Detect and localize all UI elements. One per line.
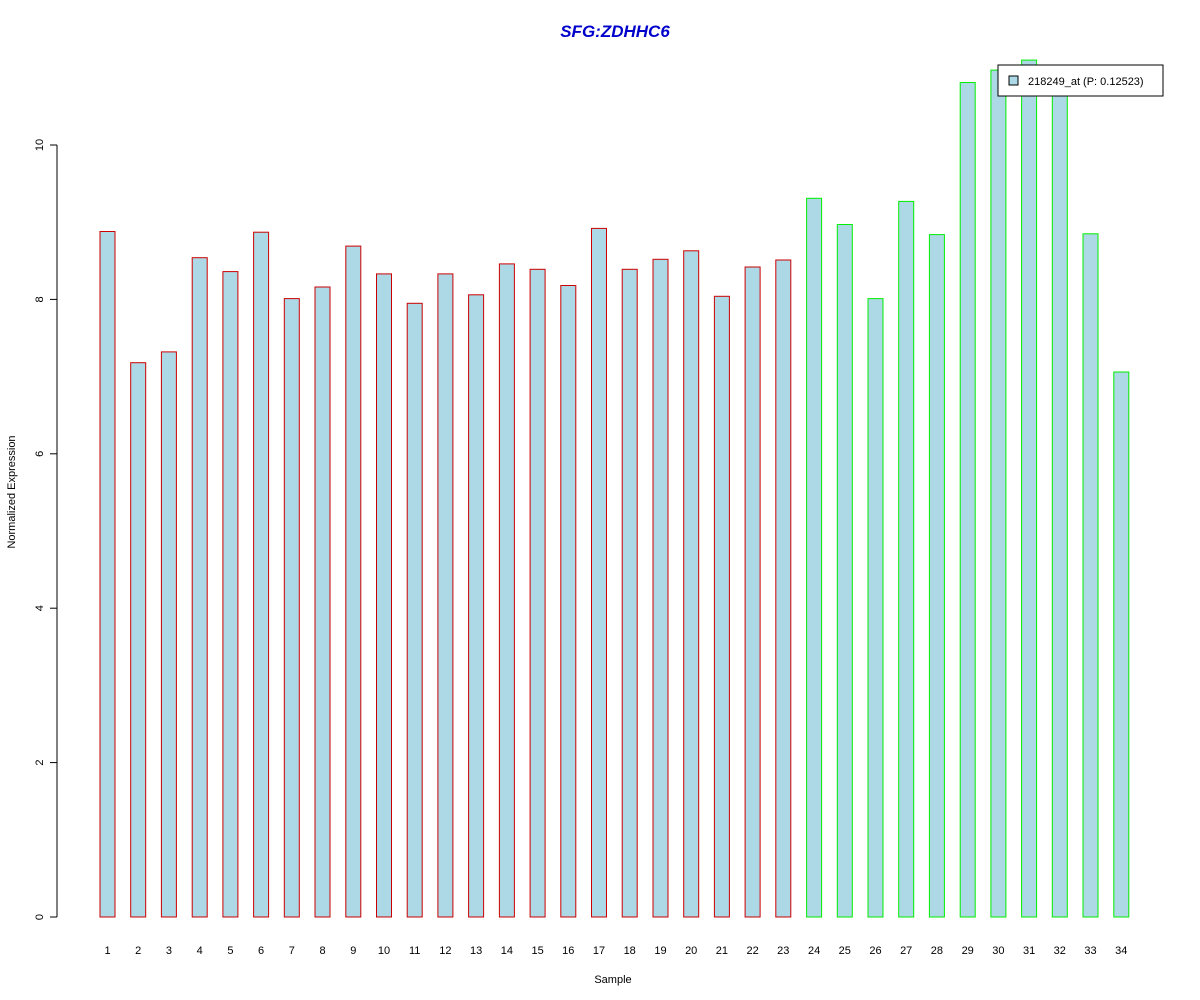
bar-sample-10 — [376, 273, 392, 918]
bar-sample-22 — [744, 266, 761, 918]
bar-sample-32 — [1051, 86, 1068, 918]
x-tick-label: 2 — [135, 945, 141, 957]
bar-sample-16 — [560, 285, 577, 918]
x-tick-label: 24 — [808, 945, 820, 957]
x-tick-label: 30 — [992, 945, 1004, 957]
x-tick-label: 34 — [1115, 945, 1127, 957]
bar-sample-26 — [867, 298, 884, 918]
x-tick-label: 1 — [104, 945, 110, 957]
x-tick-label: 9 — [350, 945, 356, 957]
bar-sample-25 — [836, 224, 853, 918]
x-tick-label: 10 — [378, 945, 390, 957]
x-tick-label: 7 — [289, 945, 295, 957]
x-tick-label: 26 — [869, 945, 881, 957]
bar-sample-20 — [683, 250, 700, 918]
bar-sample-3 — [160, 351, 177, 918]
bar-sample-27 — [898, 200, 915, 918]
bar-sample-5 — [222, 271, 239, 918]
y-tick-label: 0 — [34, 914, 46, 920]
chart-title: SFG:ZDHHC6 — [560, 22, 670, 41]
bar-sample-12 — [437, 273, 454, 918]
x-tick-label: 28 — [931, 945, 943, 957]
x-tick-label: 22 — [746, 945, 758, 957]
y-tick-label: 6 — [34, 451, 46, 457]
x-tick-label: 31 — [1023, 945, 1035, 957]
x-tick-label: 5 — [227, 945, 233, 957]
x-tick-label: 16 — [562, 945, 574, 957]
x-tick-label: 23 — [777, 945, 789, 957]
bar-sample-2 — [130, 362, 147, 918]
legend: 218249_at (P: 0.12523) — [997, 64, 1164, 97]
y-tick-label: 8 — [34, 296, 46, 302]
x-tick-label: 21 — [716, 945, 728, 957]
y-axis: 0 2 4 6 8 10 — [34, 139, 58, 920]
x-tick-label: 32 — [1054, 945, 1066, 957]
bar-sample-34 — [1113, 371, 1130, 918]
x-tick-label: 18 — [624, 945, 636, 957]
bar-sample-21 — [713, 295, 730, 918]
bar-sample-23 — [775, 259, 792, 918]
legend-label: 218249_at (P: 0.12523) — [1028, 76, 1144, 88]
x-axis-label: Sample — [594, 974, 631, 986]
bars — [99, 59, 1130, 918]
legend-swatch — [1008, 75, 1019, 86]
bar-sample-33 — [1082, 233, 1099, 918]
bar-sample-9 — [345, 245, 362, 918]
y-tick-label: 2 — [34, 760, 46, 766]
bar-sample-11 — [406, 302, 423, 918]
bar-sample-1 — [99, 231, 116, 918]
x-tick-label: 11 — [409, 945, 420, 957]
x-tick-label: 15 — [531, 945, 543, 957]
bar-sample-6 — [253, 231, 270, 918]
bar-sample-28 — [928, 234, 945, 918]
x-tick-label: 12 — [439, 945, 451, 957]
x-tick-label: 3 — [166, 945, 172, 957]
x-tick-label: 19 — [654, 945, 666, 957]
bar-sample-30 — [990, 69, 1007, 918]
y-tick-label: 10 — [34, 139, 46, 151]
bar-sample-13 — [468, 294, 485, 918]
x-tick-label: 6 — [258, 945, 264, 957]
bar-sample-14 — [498, 263, 515, 918]
y-tick-label: 4 — [34, 605, 46, 611]
x-tick-label: 4 — [197, 945, 203, 957]
bar-sample-7 — [283, 298, 300, 918]
x-tick-label: 17 — [593, 945, 605, 957]
x-tick-label: 27 — [900, 945, 912, 957]
x-tick-label: 33 — [1084, 945, 1096, 957]
x-tick-label: 8 — [319, 945, 325, 957]
bar-sample-18 — [621, 268, 638, 918]
x-tick-label: 13 — [470, 945, 482, 957]
x-tick-label: 25 — [839, 945, 851, 957]
bar-sample-4 — [191, 257, 208, 918]
bar-sample-17 — [591, 227, 607, 918]
legend-box — [997, 64, 1164, 97]
x-tick-label: 20 — [685, 945, 697, 957]
bar-sample-19 — [652, 258, 669, 918]
x-tick-label: 14 — [501, 945, 513, 957]
bar-sample-8 — [314, 286, 331, 918]
x-tick-labels: 1 2 3 4 5 6 7 8 9 10 11 12 13 14 15 16 17 18 19 20 21 22 23 24 2… — [104, 945, 1127, 957]
bar-sample-24 — [806, 197, 823, 918]
y-axis-label: Normalized Expression — [6, 435, 18, 548]
bar-sample-31 — [1021, 59, 1038, 918]
x-tick-label: 29 — [962, 945, 974, 957]
bar-sample-15 — [529, 268, 546, 918]
bar-sample-29 — [959, 82, 976, 918]
